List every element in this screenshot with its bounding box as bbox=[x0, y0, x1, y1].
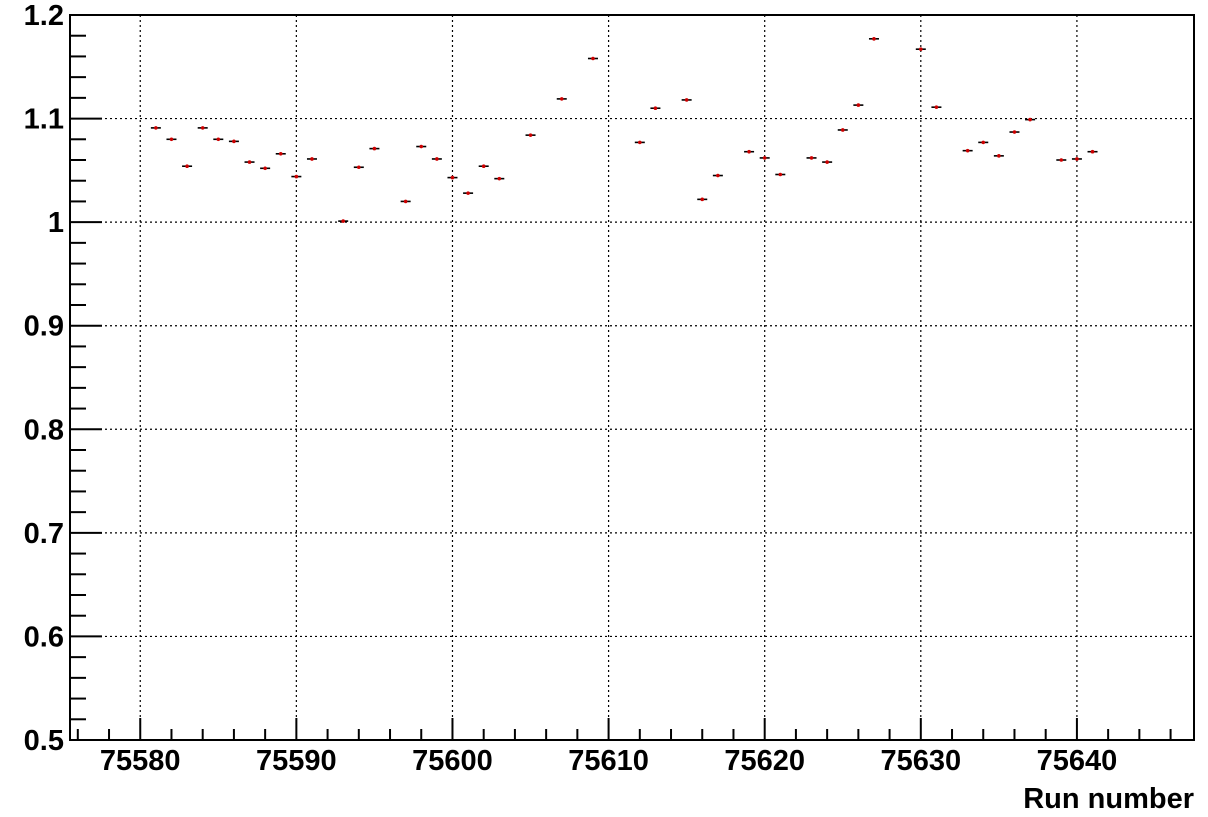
y-tick-label: 0.9 bbox=[24, 311, 64, 343]
data-point bbox=[853, 103, 864, 107]
data-point bbox=[306, 157, 317, 161]
data-point bbox=[353, 165, 364, 170]
data-point bbox=[1009, 130, 1020, 134]
data-point bbox=[213, 137, 224, 142]
data-point bbox=[650, 106, 661, 111]
data-points bbox=[150, 37, 1098, 223]
x-tick-label: 75630 bbox=[880, 745, 961, 777]
data-point bbox=[915, 47, 926, 51]
x-tick-label: 75590 bbox=[256, 745, 337, 777]
data-point bbox=[1025, 117, 1036, 122]
data-point bbox=[837, 128, 848, 132]
data-point bbox=[587, 56, 598, 61]
y-tick-label: 0.5 bbox=[24, 725, 64, 757]
data-point bbox=[463, 191, 474, 195]
data-point bbox=[993, 154, 1004, 158]
grid bbox=[70, 15, 1194, 740]
data-point bbox=[822, 160, 833, 164]
data-point bbox=[416, 144, 427, 149]
data-point bbox=[759, 156, 770, 160]
data-point bbox=[1056, 158, 1067, 162]
data-point bbox=[494, 176, 505, 181]
data-point bbox=[775, 172, 786, 177]
x-tick-label: 75620 bbox=[724, 745, 805, 777]
data-point bbox=[431, 157, 442, 161]
data-point bbox=[634, 140, 645, 145]
y-tick-label: 0.8 bbox=[24, 414, 64, 446]
data-point bbox=[1087, 149, 1098, 154]
x-axis-title: Run number bbox=[1023, 783, 1194, 815]
data-point bbox=[962, 148, 973, 153]
y-tick-label: 0.7 bbox=[24, 518, 64, 550]
data-point bbox=[744, 149, 755, 154]
tick-labels: 75580 75590 75600 75610 75620 75630 75640 0.5 0.… bbox=[24, 0, 1118, 777]
x-tick-label: 75600 bbox=[412, 745, 493, 777]
data-point bbox=[525, 133, 536, 137]
data-point bbox=[275, 151, 286, 156]
data-point bbox=[150, 126, 161, 130]
y-tick-label: 0.6 bbox=[24, 621, 64, 653]
data-point bbox=[806, 156, 817, 160]
data-point bbox=[166, 137, 177, 142]
data-point bbox=[712, 173, 723, 178]
y-tick-label: 1.2 bbox=[24, 0, 64, 32]
data-point bbox=[556, 97, 567, 101]
data-point bbox=[228, 139, 239, 144]
data-point bbox=[681, 98, 692, 102]
data-point bbox=[244, 160, 255, 164]
data-point bbox=[338, 219, 349, 223]
data-point bbox=[291, 174, 302, 179]
data-point bbox=[369, 146, 380, 151]
data-point bbox=[697, 197, 708, 202]
data-point bbox=[400, 199, 411, 204]
x-tick-label: 75640 bbox=[1037, 745, 1118, 777]
x-tick-label: 75580 bbox=[100, 745, 181, 777]
x-tick-label: 75610 bbox=[568, 745, 649, 777]
data-point bbox=[478, 164, 489, 169]
data-point bbox=[978, 140, 989, 145]
data-point bbox=[868, 37, 879, 41]
y-tick-label: 1.1 bbox=[24, 104, 64, 136]
data-point bbox=[1071, 157, 1082, 161]
y-tick-label: 1 bbox=[48, 207, 64, 239]
data-point bbox=[182, 164, 193, 169]
data-point bbox=[197, 126, 208, 130]
plot-frame bbox=[69, 14, 1195, 741]
data-point bbox=[931, 105, 942, 109]
data-point bbox=[260, 166, 271, 171]
data-point bbox=[447, 175, 458, 180]
axis-ticks bbox=[70, 14, 1172, 741]
